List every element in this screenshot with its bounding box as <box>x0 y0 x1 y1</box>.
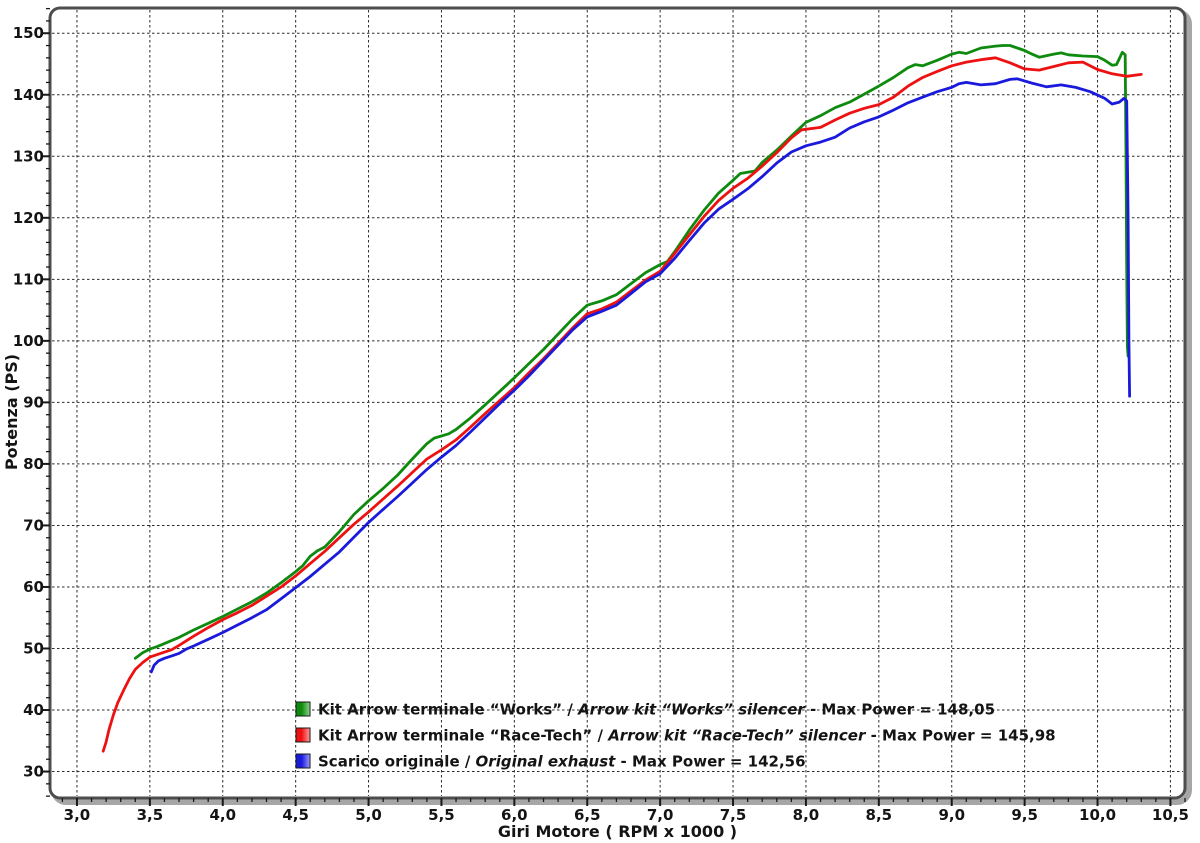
y-tick-label: 140 <box>13 86 44 104</box>
legend-label-works: Kit Arrow terminale “Works” / Arrow kit … <box>318 701 995 719</box>
y-tick-label: 150 <box>13 24 44 42</box>
legend-swatch-original-icon <box>295 753 311 769</box>
x-tick-label: 4,0 <box>209 806 236 824</box>
y-axis-title: Potenza (PS) <box>2 354 21 470</box>
y-tick-label: 110 <box>13 270 44 288</box>
curve-works <box>133 44 1130 660</box>
x-tick-label: 8,5 <box>866 806 893 824</box>
y-tick-label: 100 <box>13 332 44 350</box>
y-tick-label: 70 <box>23 516 44 534</box>
x-tick-label: 6,0 <box>501 806 528 824</box>
y-tick-label: 80 <box>23 455 44 473</box>
x-tick-label: 3,5 <box>137 806 164 824</box>
y-tick-label: 60 <box>23 578 44 596</box>
legend-label-original: Scarico originale / Original exhaust - M… <box>318 753 806 771</box>
legend-entry-race-tech: Kit Arrow terminale “Race-Tech” / Arrow … <box>295 727 1056 745</box>
legend-swatch-works-icon <box>295 701 311 717</box>
legend-entry-works: Kit Arrow terminale “Works” / Arrow kit … <box>295 701 995 719</box>
y-tick-label: 130 <box>13 147 44 165</box>
y-tick-label: 120 <box>13 209 44 227</box>
x-tick-label: 9,5 <box>1011 806 1038 824</box>
x-tick-label: 10,0 <box>1079 806 1116 824</box>
x-tick-label: 4,5 <box>282 806 309 824</box>
tick-marks <box>42 7 1186 806</box>
legend-label-race-tech: Kit Arrow terminale “Race-Tech” / Arrow … <box>318 727 1056 745</box>
x-tick-label: 7,0 <box>647 806 674 824</box>
legend: Kit Arrow terminale “Works” / Arrow kit … <box>295 701 1056 771</box>
plot-background <box>50 8 1185 798</box>
y-tick-label: 50 <box>23 639 44 657</box>
x-tick-label: 8,0 <box>793 806 820 824</box>
y-tick-label: 30 <box>23 763 44 781</box>
x-tick-label: 3,0 <box>64 806 91 824</box>
grid <box>52 10 1183 796</box>
x-tick-label: 5,0 <box>355 806 382 824</box>
x-axis-title: Giri Motore ( RPM x 1000 ) <box>498 822 737 841</box>
x-tick-label: 10,5 <box>1152 806 1189 824</box>
curve-race-tech <box>101 56 1143 753</box>
curve-original <box>149 77 1131 674</box>
x-tick-label: 5,5 <box>428 806 455 824</box>
legend-entry-original: Scarico originale / Original exhaust - M… <box>295 753 806 771</box>
legend-swatch-race-tech-icon <box>295 727 311 743</box>
x-tick-label: 6,5 <box>574 806 601 824</box>
y-tick-label: 90 <box>23 393 44 411</box>
x-tick-label: 9,0 <box>938 806 965 824</box>
x-tick-label: 7,5 <box>720 806 747 824</box>
y-tick-label: 40 <box>23 701 44 719</box>
